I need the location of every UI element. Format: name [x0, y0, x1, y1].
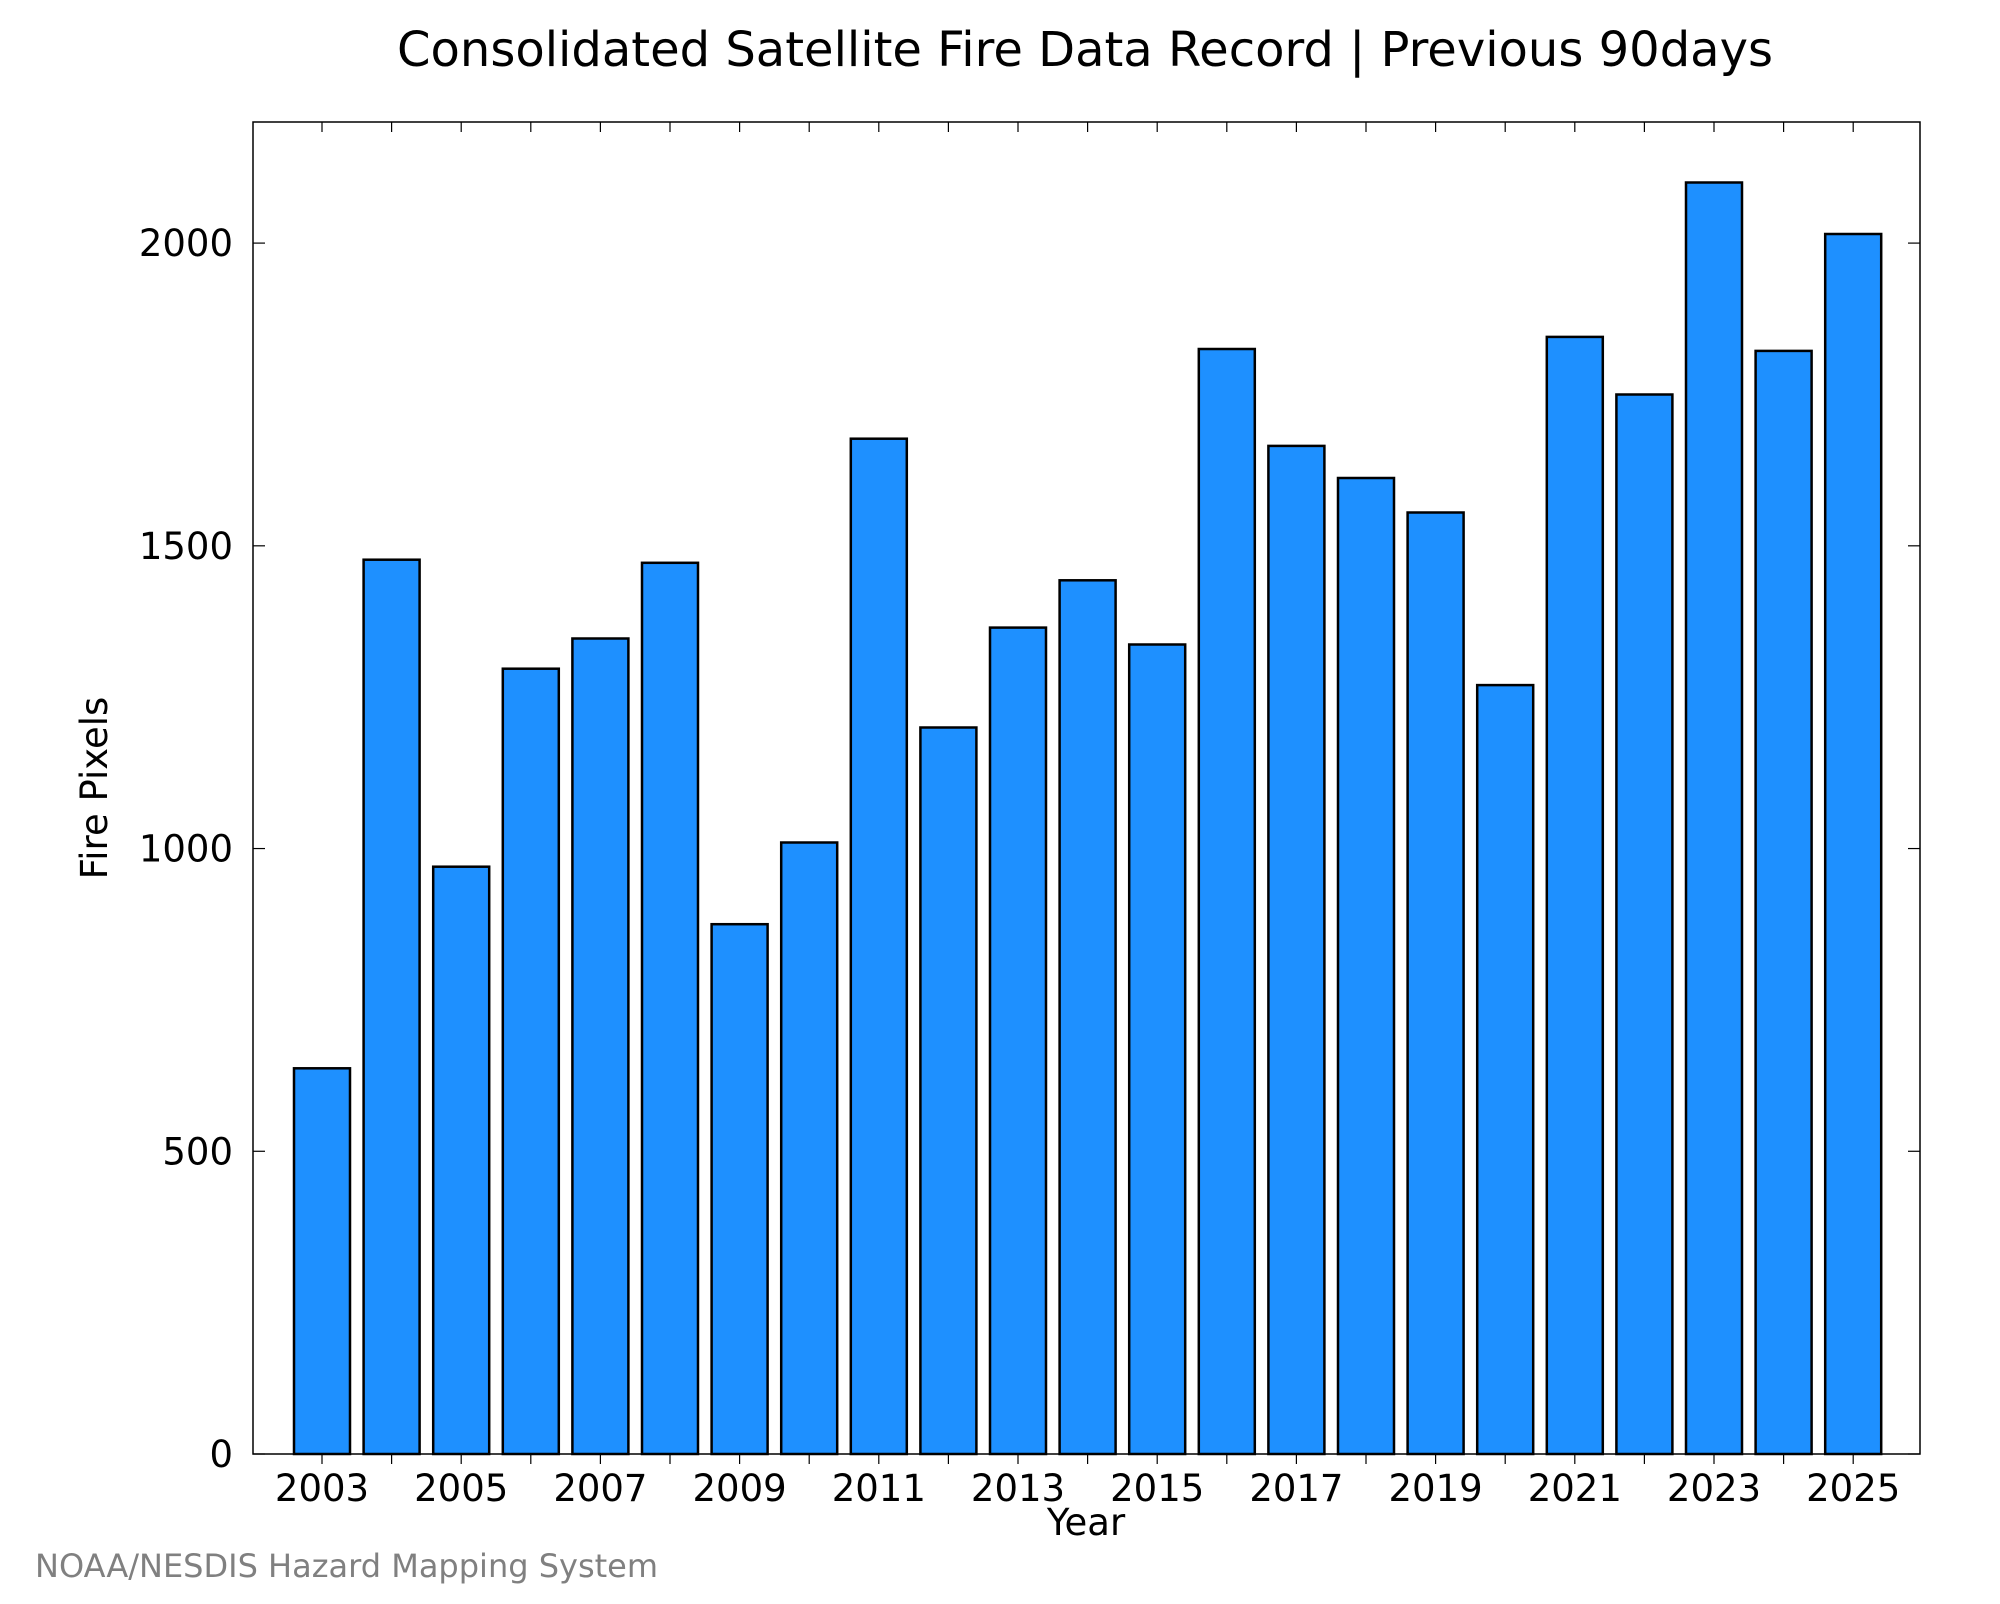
bar-2011 — [849, 437, 909, 1456]
bar-2017 — [1267, 444, 1326, 1456]
x-tick-label-2019: 2019 — [1389, 1467, 1483, 1510]
bar-2024 — [1754, 349, 1813, 1456]
chart-title: Consolidated Satellite Fire Data Record … — [397, 22, 1773, 78]
bar-2021 — [1545, 335, 1605, 1456]
x-tick-label-2017: 2017 — [1249, 1467, 1343, 1510]
bar-2012 — [919, 726, 978, 1456]
x-tick-label-2003: 2003 — [275, 1467, 369, 1510]
bar-2020 — [1475, 683, 1535, 1456]
x-tick-label-2015: 2015 — [1110, 1467, 1204, 1510]
bar-2025 — [1823, 232, 1883, 1456]
x-tick-label-2009: 2009 — [693, 1467, 787, 1510]
x-tick-label-2011: 2011 — [832, 1467, 926, 1510]
bars-layer — [292, 181, 1883, 1456]
bar-2016 — [1197, 347, 1257, 1456]
bar-2022 — [1615, 393, 1674, 1456]
bar-2009 — [710, 922, 769, 1456]
x-tick-label-2023: 2023 — [1667, 1467, 1761, 1510]
x-axis-ticks: 2003 2005 2007 2009 2011 2013 2015 2017 2019 2021… — [275, 122, 1900, 1510]
y-tick-label-0: 0 — [209, 1433, 233, 1476]
bar-2013 — [988, 626, 1048, 1456]
bar-2004 — [362, 558, 421, 1456]
bar-2006 — [501, 667, 561, 1456]
x-tick-label-2013: 2013 — [971, 1467, 1065, 1510]
x-tick-label-2025: 2025 — [1806, 1467, 1900, 1510]
bar-2023 — [1684, 181, 1744, 1456]
bar-2003 — [292, 1067, 352, 1456]
bar-2007 — [571, 637, 630, 1456]
bar-2018 — [1336, 476, 1396, 1456]
x-axis-label: Year — [1046, 1501, 1126, 1544]
source-credit: NOAA/NESDIS Hazard Mapping System — [35, 1547, 658, 1585]
bar-2015 — [1127, 643, 1187, 1456]
y-tick-label-1000: 1000 — [139, 828, 233, 871]
y-axis-ticks: 0 500 1000 1500 2000 — [139, 222, 1920, 1476]
bar-2008 — [640, 561, 700, 1456]
bar-2010 — [779, 841, 839, 1456]
bar-2014 — [1058, 579, 1117, 1456]
y-tick-label-1500: 1500 — [139, 525, 233, 568]
x-tick-label-2021: 2021 — [1528, 1467, 1622, 1510]
y-axis-label: Fire Pixels — [73, 697, 116, 880]
y-tick-label-500: 500 — [162, 1130, 233, 1173]
bar-2005 — [431, 865, 491, 1456]
x-tick-label-2007: 2007 — [553, 1467, 647, 1510]
y-tick-label-2000: 2000 — [139, 222, 233, 265]
bar-2019 — [1406, 511, 1465, 1456]
x-tick-label-2005: 2005 — [414, 1467, 508, 1510]
